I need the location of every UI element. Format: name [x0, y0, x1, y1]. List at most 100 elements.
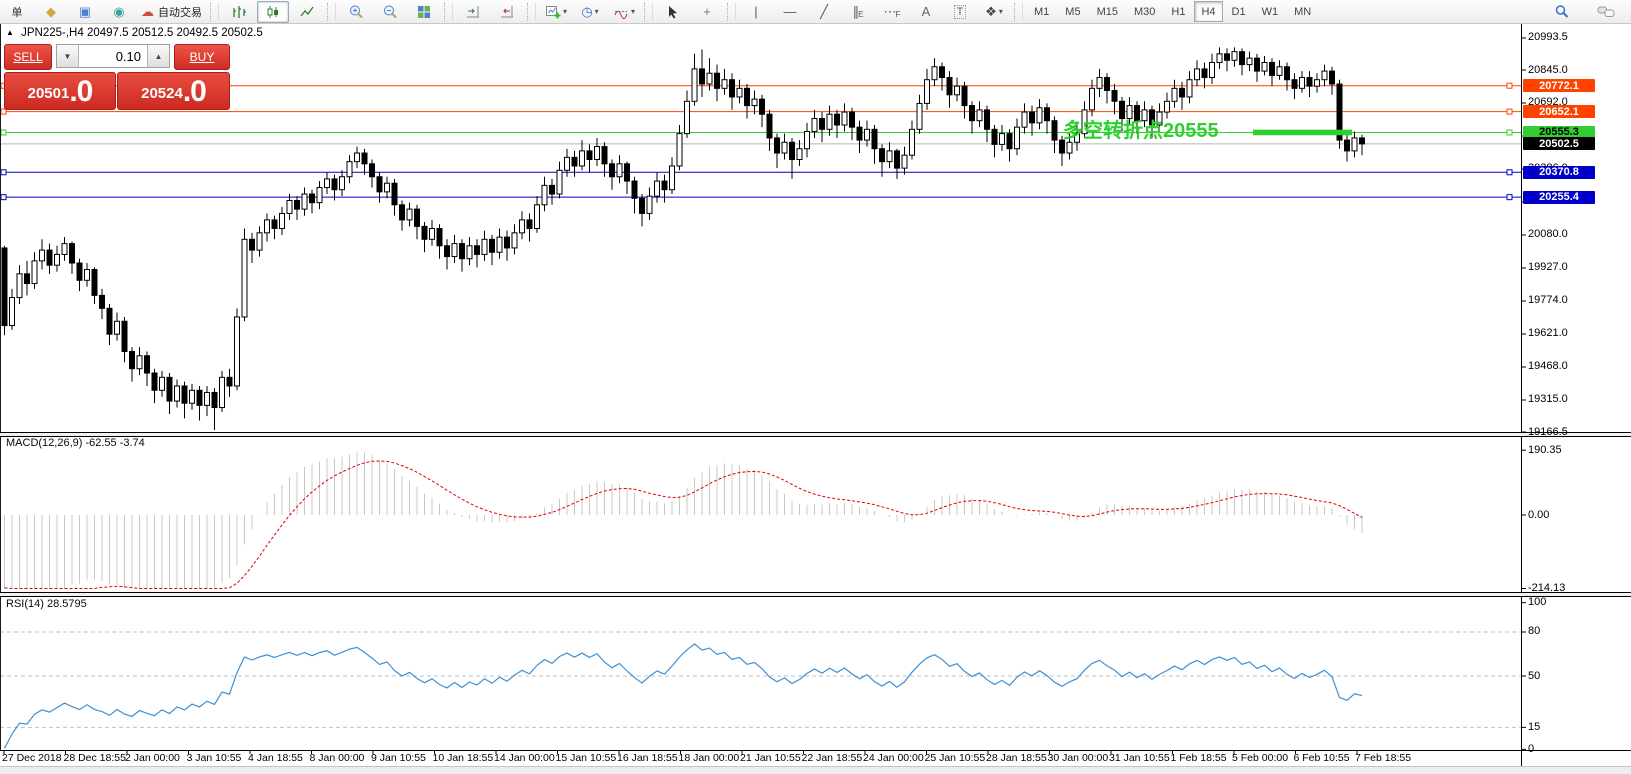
timeframe-d1[interactable]: D1	[1231, 5, 1246, 18]
time-label: 25 Jan 10:55	[924, 752, 986, 764]
shapes-tool-dropdown-icon[interactable]: ▾	[998, 7, 1003, 16]
channel-tool-sub-label: E	[858, 10, 864, 19]
timeframe-mn[interactable]: MN	[1294, 5, 1312, 18]
rsi-pane-splitter[interactable]	[0, 592, 1631, 597]
tile-windows-button[interactable]	[408, 1, 440, 23]
sell-price-main: 20501	[27, 85, 70, 102]
time-label: 24 Jan 00:00	[863, 752, 924, 764]
new-chart-button[interactable]: ▾	[540, 1, 572, 23]
gold-package-button[interactable]: ◆	[35, 1, 67, 23]
level-price-badge: 20370.8	[1523, 165, 1595, 179]
volume-stepper: ▼ 0.10 ▲	[56, 44, 170, 68]
rsi-tick-label: 15	[1528, 720, 1541, 733]
text-tool-icon: A	[921, 4, 931, 19]
volume-decrease-icon[interactable]: ▼	[57, 45, 79, 67]
trendline-tool-icon: ╱	[820, 4, 828, 19]
chart-shift-button[interactable]	[457, 1, 489, 23]
crosshair-icon: +	[703, 4, 711, 19]
zoom-in-icon	[348, 4, 364, 20]
time-label: 27 Dec 2018	[2, 752, 62, 764]
vertical-line-tool-button[interactable]: |	[740, 1, 772, 23]
chat-icon[interactable]	[1590, 1, 1622, 23]
buy-button[interactable]: BUY	[174, 44, 230, 70]
candlestick-button[interactable]	[257, 0, 289, 23]
text-tool-button[interactable]: A	[910, 1, 942, 23]
new-order-button[interactable]: 单	[1, 1, 33, 23]
price-axis: 20993.520845.020692.020539.020386.020233…	[1521, 0, 1631, 774]
trend-annotation[interactable]: 多空转折点20555	[1063, 120, 1219, 142]
time-label: 1 Feb 18:55	[1170, 752, 1227, 764]
channel-tool-button[interactable]: ∥ E	[842, 1, 874, 23]
search-icon[interactable]	[1546, 1, 1578, 23]
new-order-label: 单	[11, 6, 23, 19]
zoom-in-button[interactable]	[340, 1, 372, 23]
crosshair-button[interactable]: +	[691, 1, 723, 23]
signals-icon: ◉	[113, 4, 125, 19]
timeframe-m5[interactable]: M5	[1065, 5, 1081, 18]
buy-price-button[interactable]: 20524 .0	[117, 72, 230, 110]
signals-button[interactable]: ◉	[103, 1, 135, 23]
timeframe-m15[interactable]: M15	[1096, 5, 1118, 18]
indicators-button[interactable]: ▾	[608, 1, 640, 23]
autotrade-button[interactable]: ☁ 自动交易	[137, 1, 206, 23]
price-tick-label: 19468.0	[1528, 360, 1568, 373]
price-tick-label: 19166.5	[1528, 425, 1568, 438]
cursor-button[interactable]	[657, 1, 689, 23]
toolbar-buttons: 单 ◆ ▣ ◉ ☁ 自动交易 ▾ ◷ ▾ ▾ + | — ╱ ∥ E ⋯ F A T ❖ ▾	[0, 0, 1026, 23]
timeframe-h4[interactable]: H4	[1194, 1, 1223, 22]
volume-increase-icon[interactable]: ▲	[147, 45, 169, 67]
shapes-tool-button[interactable]: ❖ ▾	[978, 1, 1010, 23]
trendline-tool-button[interactable]: ╱	[808, 1, 840, 23]
time-label: 16 Jan 18:55	[617, 752, 678, 764]
timeframe-m30[interactable]: M30	[1133, 5, 1156, 18]
timeframe-h1[interactable]: H1	[1171, 5, 1186, 18]
horizontal-line-tool-button[interactable]: —	[774, 1, 806, 23]
bar-chart-button[interactable]	[223, 1, 255, 23]
indicators-dropdown-icon[interactable]: ▾	[630, 7, 635, 16]
window-bottom-strip	[0, 766, 1631, 774]
auto-scroll-button[interactable]	[491, 1, 523, 23]
new-chart-icon	[545, 4, 561, 20]
horizontal-line-tool-icon: —	[783, 4, 797, 19]
volume-input[interactable]: 0.10	[115, 48, 141, 64]
toolbar: 单 ◆ ▣ ◉ ☁ 自动交易 ▾ ◷ ▾ ▾ + | — ╱ ∥ E ⋯ F A T ❖ ▾ M1 M5 M15 M30 H1 H4…	[0, 0, 1631, 24]
time-label: 7 Feb 18:55	[1355, 752, 1412, 764]
market-watch-button[interactable]: ▣	[69, 1, 101, 23]
channel-tool-icon: ∥	[852, 4, 860, 19]
panel-collapse-icon[interactable]: ▲	[6, 28, 14, 37]
rsi-tick-label: 100	[1528, 596, 1547, 609]
toolbar-separator	[327, 2, 336, 21]
time-axis: 27 Dec 2018 28 Dec 18:55 2 Jan 00:00 3 Jan …	[0, 750, 1631, 766]
periods-clock-dropdown-icon[interactable]: ▾	[594, 7, 599, 16]
rsi-tick-label: 50	[1528, 669, 1541, 682]
candlestick-series	[1, 47, 1365, 431]
label-tool-button[interactable]: T	[944, 1, 976, 23]
sell-price-button[interactable]: 20501 .0	[4, 72, 116, 110]
periods-clock-button[interactable]: ◷ ▾	[574, 1, 606, 23]
timeframe-w1[interactable]: W1	[1261, 5, 1279, 18]
auto-scroll-icon	[499, 4, 515, 20]
new-chart-dropdown-icon[interactable]: ▾	[562, 7, 567, 16]
rsi-tick-label: 0	[1528, 742, 1535, 755]
timeframe-m1[interactable]: M1	[1034, 5, 1050, 18]
line-chart-button[interactable]	[291, 1, 323, 23]
toolbar-separator	[1014, 2, 1023, 21]
periods-clock-icon: ◷	[581, 4, 593, 19]
buy-price-main: 20524	[141, 85, 183, 102]
level-price-badge: 20652.1	[1523, 105, 1595, 119]
indicators-icon	[613, 4, 629, 20]
sell-button[interactable]: SELL	[4, 44, 52, 70]
level-price-badge: 20555.3	[1523, 125, 1595, 139]
zoom-out-button[interactable]	[374, 1, 406, 23]
time-label: 9 Jan 10:55	[371, 752, 426, 764]
toolbar-right	[1545, 1, 1631, 23]
macd-pane-splitter[interactable]	[0, 432, 1631, 437]
thick-trend-segment[interactable]	[1253, 129, 1352, 136]
toolbar-separator	[210, 2, 219, 21]
rsi-label: RSI(14) 28.5795	[6, 598, 87, 610]
zoom-out-icon	[382, 4, 398, 20]
time-label: 30 Jan 00:00	[1047, 752, 1109, 764]
fibonacci-tool-button[interactable]: ⋯ F	[876, 1, 908, 23]
time-label: 5 Feb 00:00	[1232, 752, 1289, 764]
